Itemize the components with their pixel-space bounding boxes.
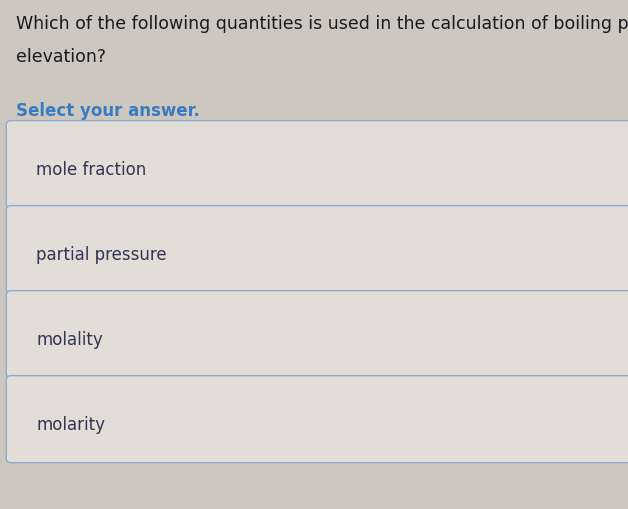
- Text: molality: molality: [36, 331, 103, 350]
- Text: partial pressure: partial pressure: [36, 246, 167, 265]
- Text: mole fraction: mole fraction: [36, 161, 147, 180]
- Text: Which of the following quantities is used in the calculation of boiling point: Which of the following quantities is use…: [16, 15, 628, 33]
- Text: Select your answer.: Select your answer.: [16, 102, 200, 120]
- Text: elevation?: elevation?: [16, 48, 106, 66]
- Text: molarity: molarity: [36, 416, 106, 435]
